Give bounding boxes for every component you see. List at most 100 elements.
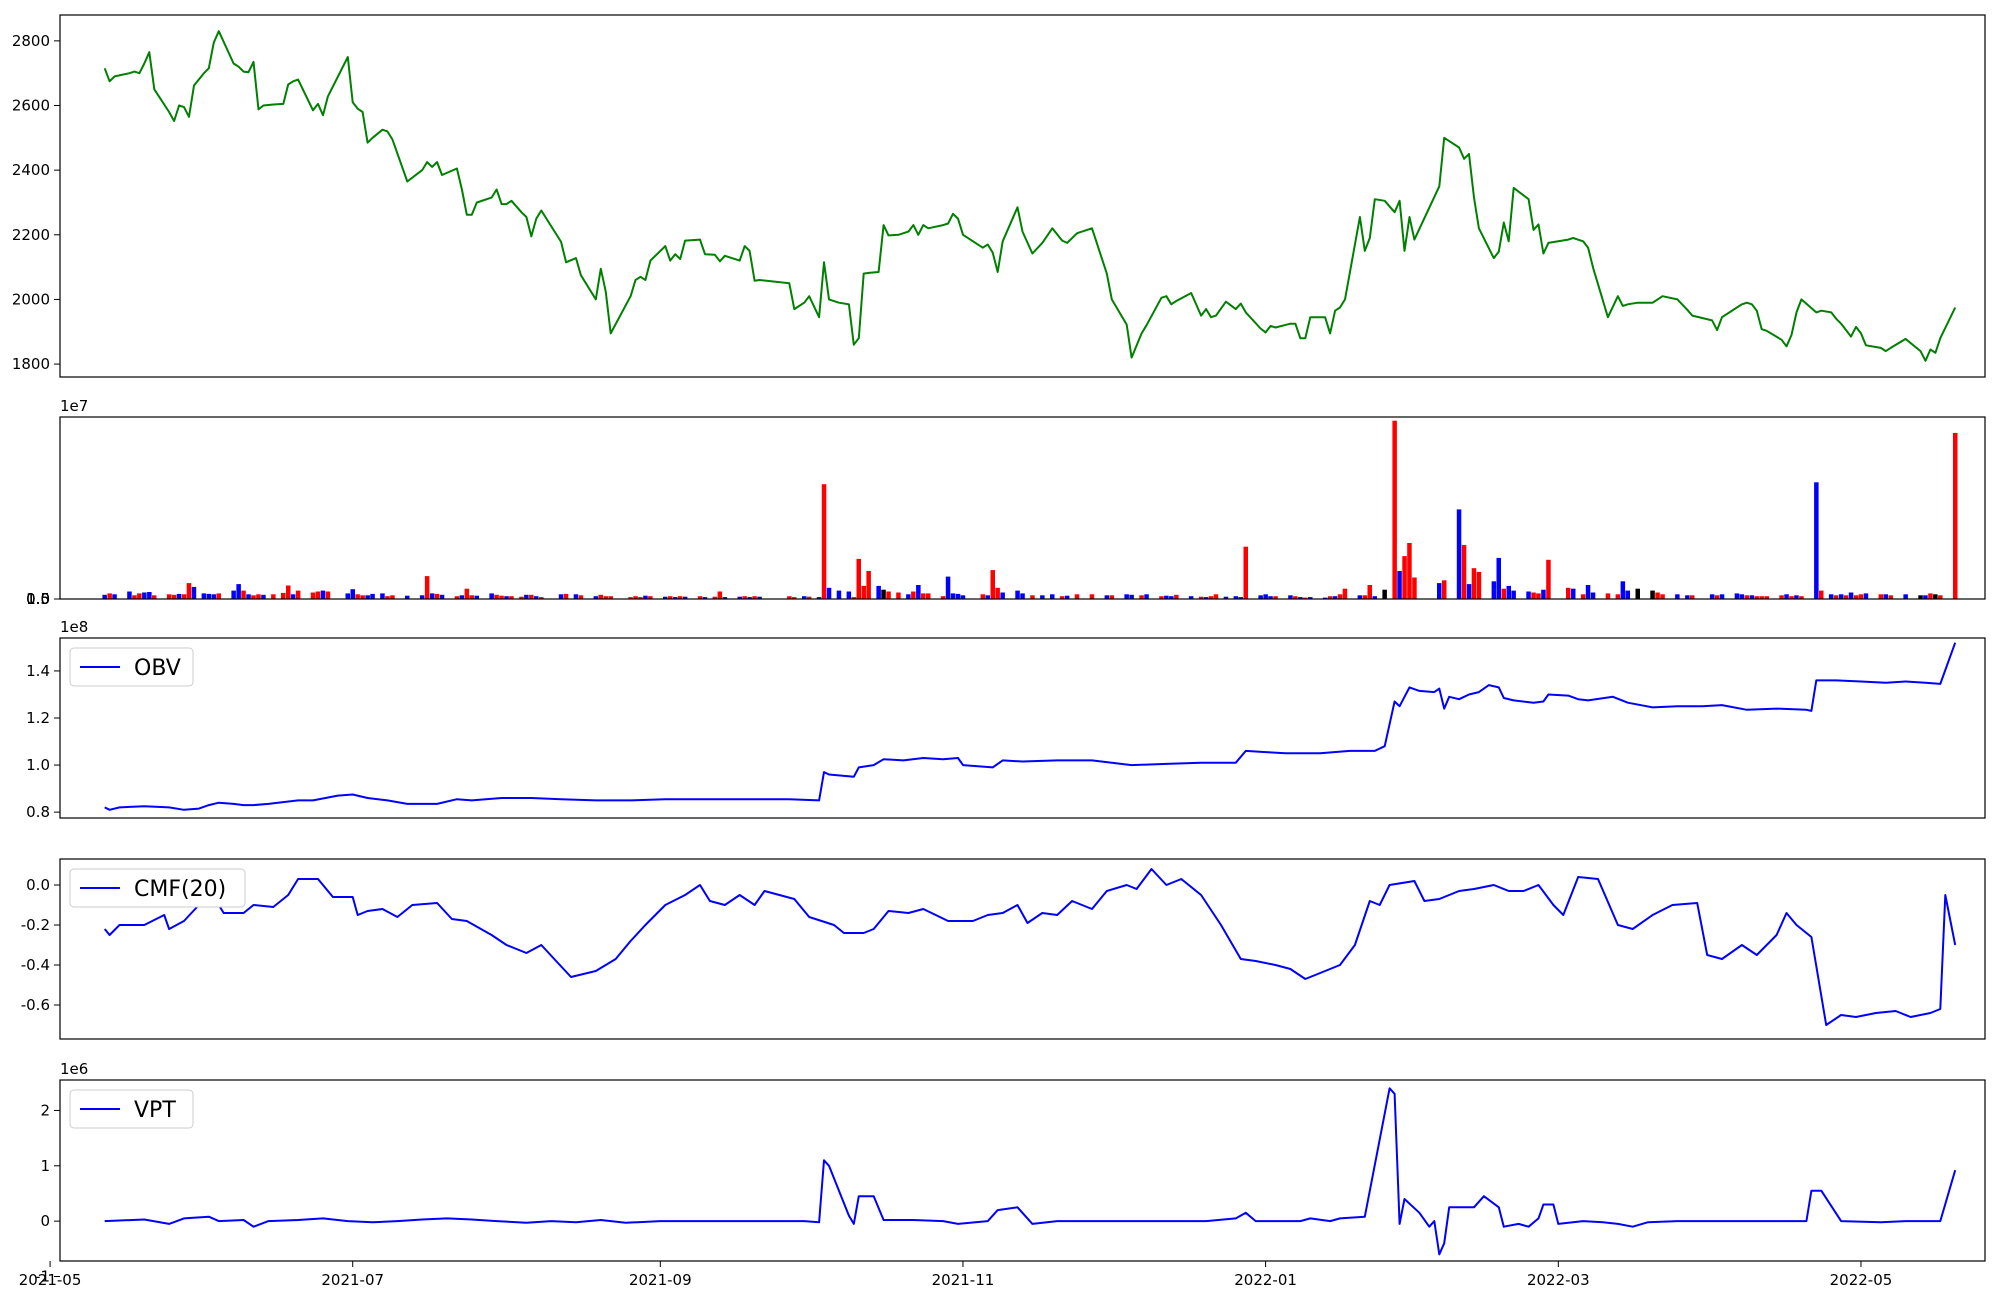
volume-bar — [1461, 544, 1467, 599]
volume-bar — [1838, 594, 1844, 599]
volume-bar — [102, 594, 107, 599]
volume-bar — [112, 594, 117, 599]
volume-bar — [1407, 543, 1412, 599]
volume-bar — [434, 593, 440, 599]
volume-bar — [236, 584, 241, 599]
volume-bar — [1308, 597, 1313, 599]
volume-bar — [1819, 590, 1824, 599]
volume-bar — [489, 593, 494, 599]
vpt-frame — [59, 1079, 1986, 1262]
vpt-ytick-label: -1 — [35, 1267, 50, 1285]
volume-bar — [1337, 594, 1343, 599]
volume-bar — [1789, 596, 1794, 599]
volume-bar — [519, 596, 524, 599]
volume-bar — [370, 593, 375, 599]
cmf-legend-box — [69, 868, 246, 908]
volume-bar — [1675, 594, 1680, 599]
volume-bar — [1268, 596, 1273, 599]
volume-bar — [1496, 557, 1501, 599]
volume-bar — [1580, 594, 1586, 599]
volume-bar — [1273, 596, 1278, 599]
price-ytick-label: 2400 — [12, 161, 50, 179]
volume-bar — [281, 592, 286, 599]
volume-bar — [846, 591, 852, 599]
volume-bar — [1476, 571, 1482, 599]
obv-legend-box — [69, 647, 194, 687]
volume-bar — [1159, 596, 1164, 599]
volume-bar — [524, 594, 529, 599]
volume-bar — [1139, 595, 1144, 599]
x-tick-label: 2022-03 — [1527, 1271, 1590, 1289]
volume-bar — [1238, 597, 1243, 599]
volume-bar — [836, 590, 842, 599]
volume-bar — [1764, 596, 1769, 599]
volume-bar — [876, 585, 881, 599]
volume-bar — [211, 594, 217, 599]
volume-bar — [792, 597, 797, 599]
volume-bar — [1233, 596, 1239, 599]
volume-bar — [424, 576, 430, 599]
volume-bar — [1883, 594, 1888, 599]
volume-bar — [787, 596, 792, 599]
cmf-ytick-label: -0.6 — [21, 996, 50, 1014]
volume-bar — [1402, 556, 1407, 599]
volume-bar — [911, 591, 916, 599]
volume-bar — [350, 589, 355, 599]
volume-bar — [1546, 559, 1551, 599]
volume-bar — [1903, 594, 1908, 599]
volume-bar — [459, 595, 465, 599]
price-ytick-label: 2200 — [12, 226, 50, 244]
volume-bar — [380, 593, 385, 599]
volume-bar — [752, 596, 757, 599]
x-tick-label: 2022-01 — [1234, 1271, 1297, 1289]
volume-bar — [464, 588, 470, 599]
obv-legend-label: OBV — [134, 656, 181, 681]
volume-bar — [1615, 594, 1621, 599]
volume-bar — [256, 594, 261, 599]
volume-bar — [1020, 593, 1025, 599]
volume-bar — [1858, 594, 1864, 599]
volume-bar — [1709, 594, 1715, 599]
price-panel: 1800 2000 2200 2400 2600 2800 — [12, 14, 1986, 378]
volume-bar — [231, 590, 236, 599]
volume-bar — [1585, 585, 1591, 599]
volume-bar — [286, 585, 291, 599]
volume-bar — [1144, 594, 1149, 599]
volume-bar — [702, 597, 708, 599]
volume-bar — [677, 596, 683, 599]
volume-bar — [990, 570, 995, 599]
volume-bar — [1799, 596, 1804, 599]
volume-bar — [1169, 596, 1174, 599]
volume-bar — [534, 596, 539, 599]
volume-bar — [429, 593, 435, 599]
obv-ytick-label: 1.4 — [26, 662, 50, 680]
volume-bar — [697, 596, 703, 599]
cmf-ytick-label: -0.4 — [21, 956, 50, 974]
volume-bar — [638, 597, 643, 599]
volume-bar — [712, 596, 718, 599]
volume-bar — [166, 594, 172, 599]
price-frame — [59, 14, 1986, 378]
volume-bar — [1293, 596, 1298, 599]
cmf-frame — [59, 858, 1986, 1040]
volume-bar — [1536, 593, 1541, 599]
volume-bar — [1794, 595, 1799, 599]
volume-bar — [1442, 580, 1447, 599]
volume-bar — [1784, 594, 1789, 599]
obv-panel: 0.8 1.0 1.2 1.4 1e8 OBV — [26, 618, 1986, 821]
vpt-ytick-label: 1 — [40, 1157, 50, 1175]
volume-bar — [1198, 596, 1204, 599]
price-ytick-label: 2800 — [12, 32, 50, 50]
volume-bar — [921, 593, 926, 599]
volume-ytick-label: 1.5 — [26, 590, 50, 608]
volume-bar — [1953, 432, 1958, 599]
x-axis: 2021-05 2021-07 2021-09 2021-11 2022-01 2022-… — [19, 1261, 1892, 1289]
volume-bar — [390, 595, 395, 599]
volume-bar — [127, 591, 132, 599]
volume-bar — [1749, 595, 1755, 599]
obv-exponent-label: 1e8 — [60, 618, 88, 636]
volume-bar — [405, 595, 410, 599]
volume-bar — [955, 593, 961, 599]
volume-bar — [1059, 596, 1065, 599]
vpt-ytick-label: 2 — [40, 1101, 50, 1119]
